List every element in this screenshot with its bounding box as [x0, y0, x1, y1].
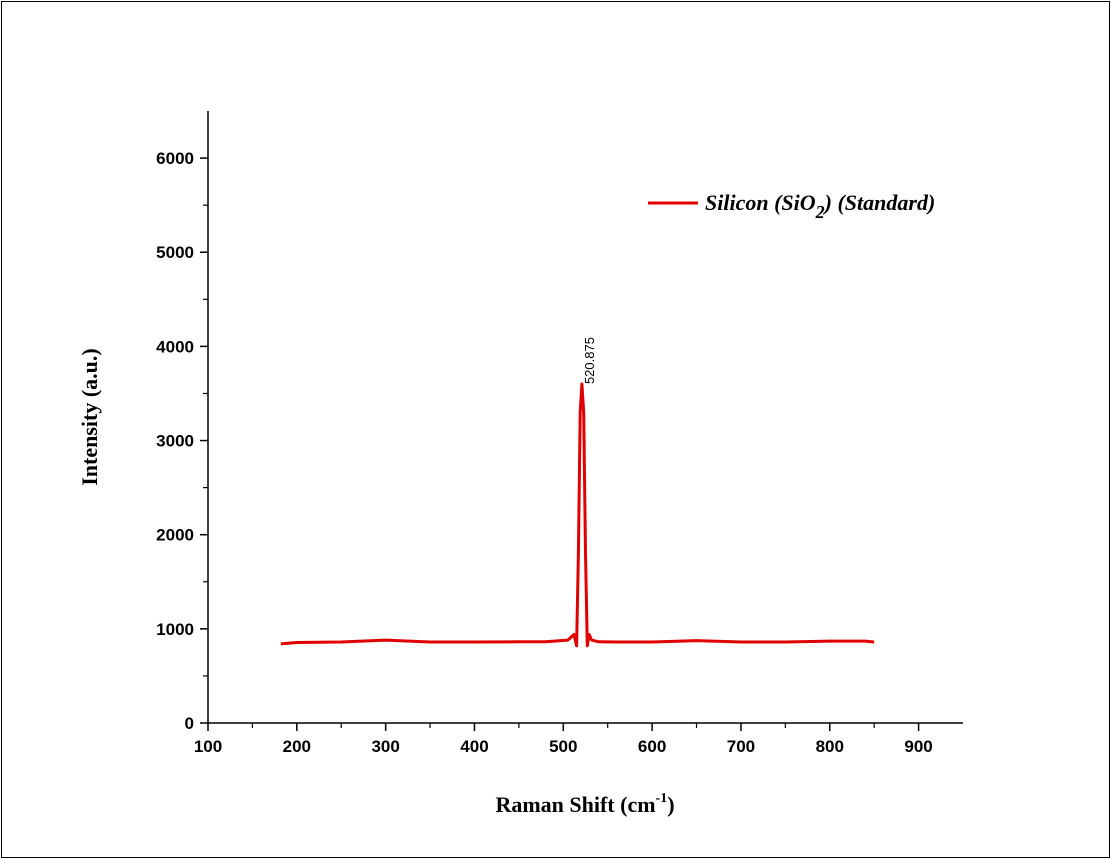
axes — [207, 111, 963, 724]
x-tick-label: 800 — [816, 737, 844, 756]
annotations: 520.875 — [582, 337, 597, 384]
x-tick-label: 100 — [194, 737, 222, 756]
legend: Silicon (SiO2) (Standard) — [648, 190, 935, 222]
x-tick-label: 300 — [371, 737, 399, 756]
x-axis-label: Raman Shift (cm-1) — [495, 791, 674, 817]
x-tick-label: 900 — [904, 737, 932, 756]
x-tick-label: 700 — [727, 737, 755, 756]
y-tick-label: 0 — [185, 714, 194, 733]
x-tick-label: 500 — [549, 737, 577, 756]
y-tick-label: 2000 — [156, 526, 194, 545]
x-tick-label: 600 — [638, 737, 666, 756]
peak-label: 520.875 — [582, 337, 597, 384]
x-tick-label: 200 — [283, 737, 311, 756]
y-tick-label: 1000 — [156, 620, 194, 639]
series-line-silicon — [280, 382, 875, 648]
series-layer — [280, 382, 875, 648]
y-tick-label: 5000 — [156, 243, 194, 262]
y-tick-label: 3000 — [156, 432, 194, 451]
legend-label: Silicon (SiO2) (Standard) — [705, 190, 935, 222]
x-tick-label: 400 — [460, 737, 488, 756]
y-tick-label: 4000 — [156, 337, 194, 356]
y-axis-label: Intensity (a.u.) — [77, 348, 102, 486]
ticks: 100 200 300 400 500 600 700 800 900 0 1000 2000 3000… — [156, 149, 933, 756]
y-tick-label: 6000 — [156, 149, 194, 168]
